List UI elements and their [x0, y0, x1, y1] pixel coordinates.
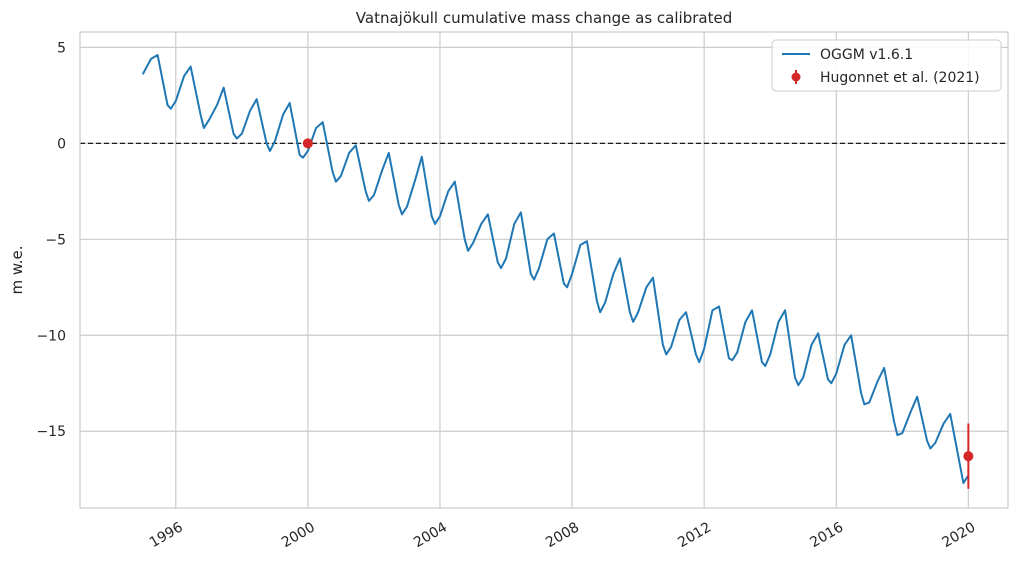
- y-tick-label: −15: [36, 424, 66, 440]
- x-tick-label: 2016: [807, 519, 846, 551]
- legend-label: OGGM v1.6.1: [820, 47, 913, 63]
- grid: [80, 32, 1008, 508]
- x-tick-label: 2008: [543, 519, 582, 551]
- axes-frame: [79, 31, 1009, 509]
- legend-label: Hugonnet et al. (2021): [820, 70, 980, 86]
- y-tick-label: −10: [36, 328, 66, 344]
- legend: OGGM v1.6.1 Hugonnet et al. (2021): [771, 39, 1002, 92]
- x-tick-label: 2004: [411, 519, 450, 551]
- x-tick-label: 2000: [279, 519, 318, 551]
- series-line-oggm: [141, 54, 970, 485]
- chart-title: Vatnajökull cumulative mass change as ca…: [356, 9, 732, 27]
- y-tick-label: 0: [57, 136, 66, 152]
- data-point-hugonnet: [302, 138, 313, 149]
- x-tick-label: 2012: [675, 519, 714, 551]
- tick-labels: 5 0 −5 −10 −15 1996 2000 2004 2008 2012 2016 2020: [36, 40, 978, 551]
- x-tick-label: 1996: [147, 519, 186, 551]
- y-tick-label: −5: [45, 232, 66, 248]
- x-tick-label: 2020: [939, 519, 978, 551]
- legend-box: [771, 39, 1002, 92]
- series-group: [141, 54, 974, 489]
- data-point-hugonnet: [963, 451, 974, 462]
- legend-marker-swatch: [791, 72, 801, 82]
- plot-area-frame: [79, 31, 1009, 509]
- y-tick-label: 5: [57, 40, 66, 56]
- y-axis-label: m w.e.: [8, 245, 26, 294]
